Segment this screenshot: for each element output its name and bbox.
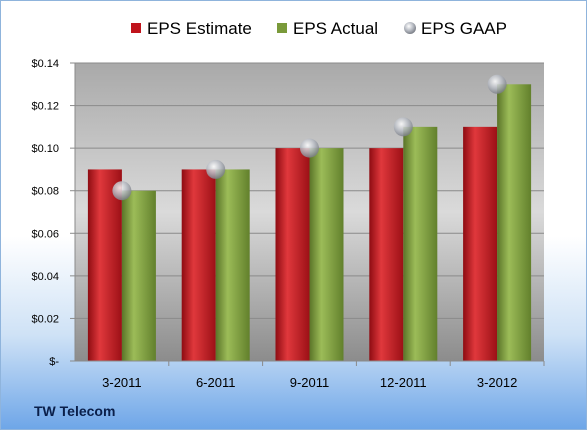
y-tick-label: $- (49, 356, 59, 368)
eps-estimate-bar (87, 169, 122, 361)
x-tick-label: 3-2012 (477, 375, 517, 390)
legend-swatch (131, 23, 141, 33)
eps-gaap-marker (112, 181, 132, 201)
x-tick-label: 6-2011 (196, 375, 236, 390)
eps-estimate-bar (181, 169, 216, 361)
legend: EPS Estimate EPS Actual EPS GAAP (131, 19, 507, 38)
eps-gaap-marker (393, 117, 413, 137)
bars (87, 84, 532, 362)
legend-swatch (277, 23, 287, 33)
legend-label: EPS Estimate (147, 19, 252, 38)
legend-swatch (404, 22, 416, 34)
y-tick-label: $0.10 (31, 143, 59, 155)
eps-actual-bar (403, 126, 438, 361)
legend-item: EPS Actual (277, 19, 378, 38)
y-axis: $- $0.02 $0.04 $0.06 $0.08 $0.10 $0.12 $0.14 (31, 58, 76, 368)
y-tick-label: $0.14 (31, 58, 59, 70)
legend-item: EPS Estimate (131, 19, 252, 38)
gaap-markers (112, 74, 507, 201)
eps-gaap-marker (300, 138, 319, 158)
legend-item: EPS GAAP (404, 19, 507, 38)
x-tick-label: 9-2011 (290, 375, 330, 390)
eps-gaap-marker (487, 74, 507, 94)
y-tick-label: $0.04 (31, 271, 59, 283)
eps-gaap-marker (206, 159, 226, 179)
eps-actual-bar (309, 148, 344, 361)
x-axis: 3-2011 6-2011 9-2011 12-2011 3-2012 (75, 360, 545, 390)
eps-estimate-bar (463, 126, 498, 361)
eps-actual-bar (497, 84, 532, 362)
company-name: TW Telecom (34, 403, 116, 419)
eps-actual-bar (215, 169, 250, 361)
x-tick-label: 3-2011 (102, 375, 142, 390)
legend-label: EPS Actual (293, 19, 378, 38)
eps-actual-bar (121, 190, 156, 361)
eps-estimate-bar (275, 148, 310, 361)
y-tick-label: $0.12 (31, 101, 59, 113)
eps-estimate-bar (369, 148, 404, 361)
y-tick-label: $0.08 (31, 186, 59, 198)
legend-label: EPS GAAP (421, 19, 507, 38)
y-tick-label: $0.02 (31, 313, 59, 325)
x-tick-label: 12-2011 (380, 375, 427, 390)
y-tick-label: $0.06 (31, 228, 59, 240)
